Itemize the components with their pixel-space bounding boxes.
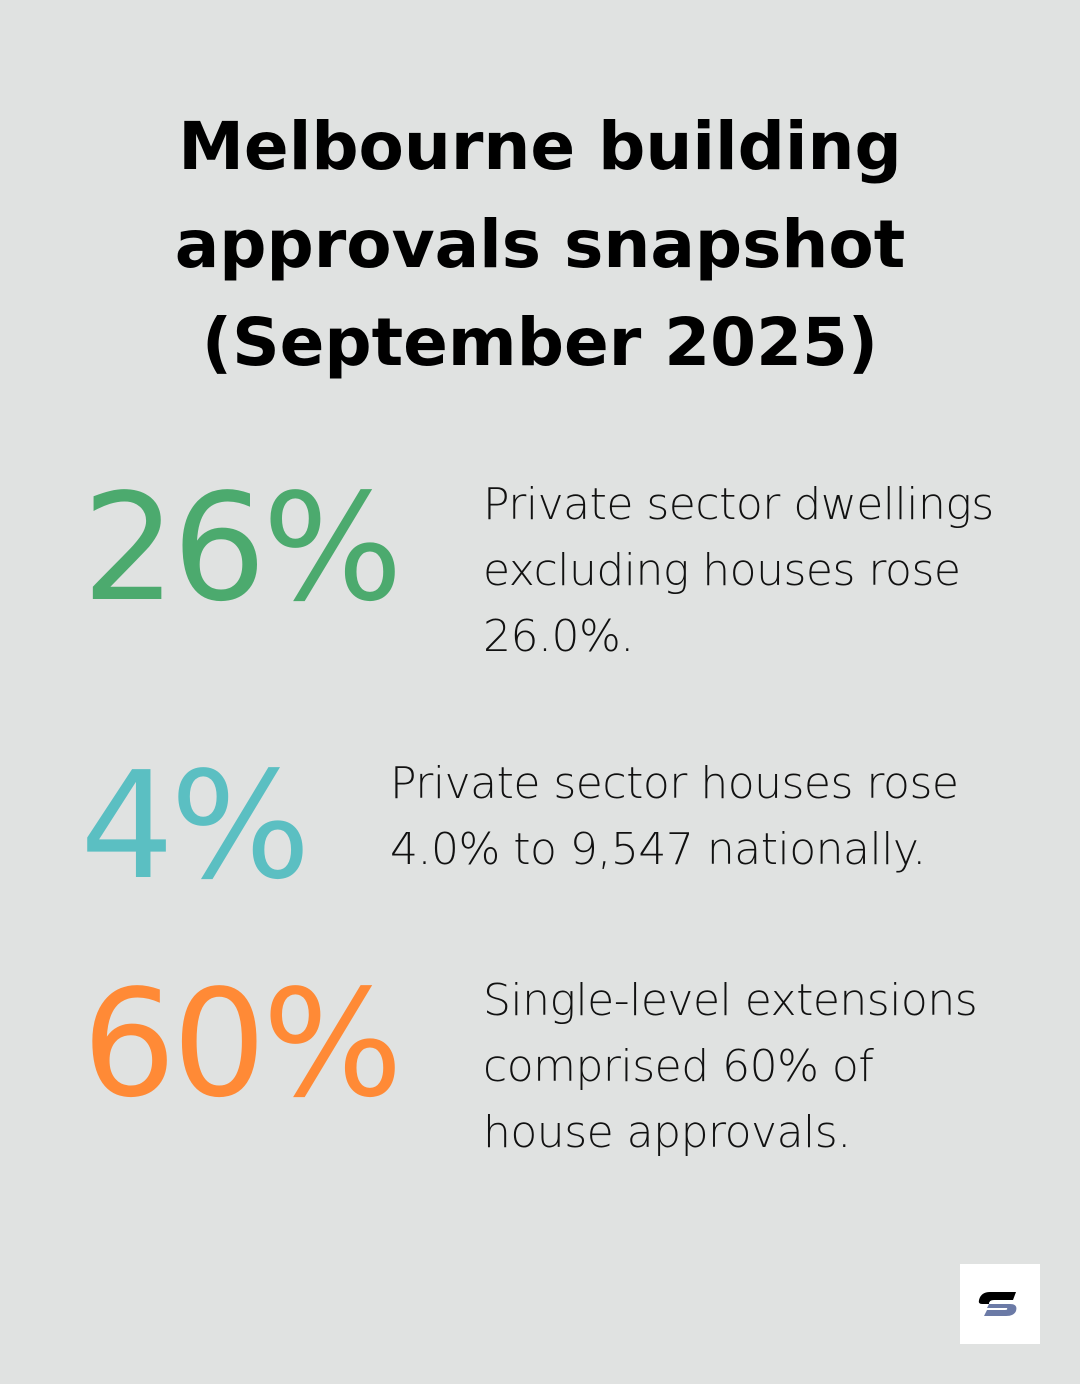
stat-description-60: Single-level extensions comprised 60% of… (483, 968, 978, 1166)
desc-line: comprised 60% of (483, 1041, 874, 1092)
brand-logo (960, 1264, 1040, 1344)
stat-description-26: Private sector dwellings excluding house… (483, 472, 994, 670)
stat-value-60: 60% (82, 958, 403, 1130)
stat-value-4: 4% (80, 740, 311, 912)
brand-s-logo-icon (978, 1292, 1017, 1316)
desc-line: 4.0% to 9,547 nationally. (390, 824, 926, 875)
title-line: Melbourne building (178, 108, 902, 185)
desc-line: excluding houses rose (483, 545, 961, 596)
page-title: Melbourne building approvals snapshot (S… (0, 98, 1080, 392)
title-line: approvals snapshot (174, 206, 906, 283)
desc-line: 26.0%. (483, 611, 634, 662)
stat-value-26: 26% (82, 462, 403, 634)
title-line: (September 2025) (201, 304, 879, 381)
stat-description-4: Private sector houses rose 4.0% to 9,547… (390, 751, 959, 883)
desc-line: house approvals. (483, 1107, 851, 1158)
desc-line: Private sector dwellings (483, 479, 994, 530)
desc-line: Single-level extensions (483, 975, 978, 1026)
desc-line: Private sector houses rose (390, 758, 959, 809)
